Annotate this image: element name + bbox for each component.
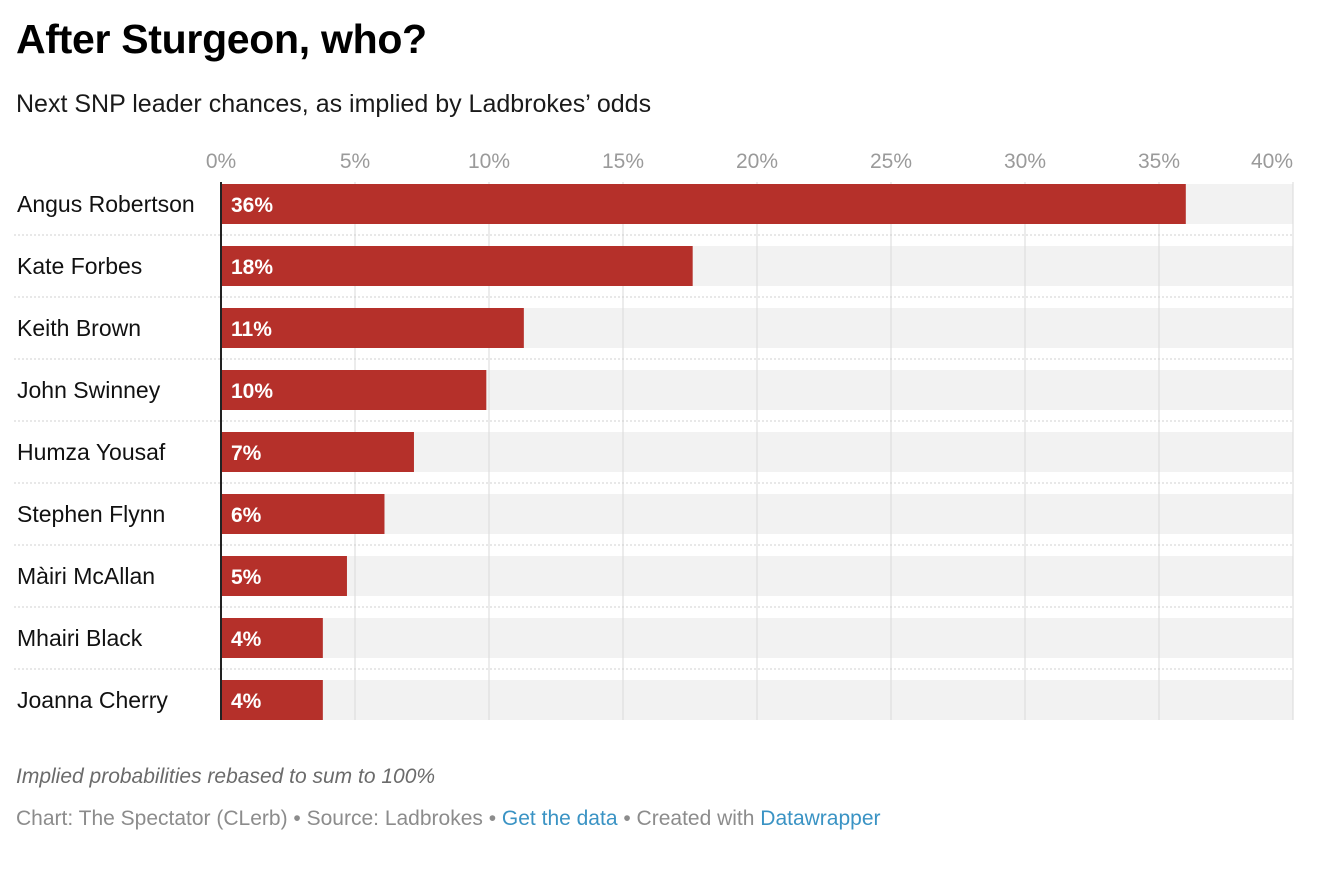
- x-tick-label: 5%: [340, 150, 370, 173]
- bar: [221, 308, 524, 348]
- bar-chart: 0% 5% 10% 15% 20% 25% 30% 35% 40% Angus Robertso…: [14, 150, 1294, 720]
- chart-title: After Sturgeon, who?: [16, 16, 427, 62]
- footer-separator: •: [482, 807, 502, 830]
- x-tick-label: 25%: [870, 150, 912, 173]
- x-tick-label: 10%: [468, 150, 510, 173]
- category-label: Kate Forbes: [17, 253, 142, 279]
- bar: [221, 370, 487, 410]
- value-label: 10%: [231, 380, 273, 403]
- value-label: 4%: [231, 628, 262, 651]
- category-label: Mhairi Black: [17, 625, 143, 651]
- chart-footer: Chart: The Spectator (CLerb) • Source: L…: [16, 807, 881, 831]
- category-label: Màiri McAllan: [17, 563, 155, 589]
- value-labels: 36% 18% 11% 10% 7% 6% 5% 4% 4%: [231, 194, 273, 713]
- bar: [221, 246, 693, 286]
- bar: [221, 494, 385, 534]
- category-label: Stephen Flynn: [17, 501, 165, 527]
- category-label: John Swinney: [17, 377, 161, 403]
- x-tick-label: 0%: [206, 150, 236, 173]
- bar: [221, 680, 323, 720]
- bar: [221, 432, 414, 472]
- bar: [221, 618, 323, 658]
- category-label: Keith Brown: [17, 315, 141, 341]
- chart-subtitle: Next SNP leader chances, as implied by L…: [16, 90, 652, 118]
- x-tick-label: 30%: [1004, 150, 1046, 173]
- x-tick-labels: 0% 5% 10% 15% 20% 25% 30% 35% 40%: [206, 150, 1293, 173]
- value-label: 11%: [231, 318, 272, 341]
- value-label: 4%: [231, 690, 262, 713]
- bar: [221, 556, 347, 596]
- x-tick-label: 20%: [736, 150, 778, 173]
- category-label: Humza Yousaf: [17, 439, 166, 465]
- x-tick-label: 35%: [1138, 150, 1180, 173]
- row-separators: [14, 182, 1294, 720]
- get-the-data-link[interactable]: Get the data: [501, 807, 618, 830]
- value-label: 6%: [231, 504, 262, 527]
- chart-credit: Chart: The Spectator (CLerb): [16, 807, 288, 830]
- row-labels: Angus Robertson Kate Forbes Keith Brown Joh…: [17, 191, 195, 713]
- category-label: Angus Robertson: [17, 191, 195, 217]
- footer-separator: •: [287, 807, 307, 830]
- footer-separator: •: [617, 807, 637, 830]
- value-label: 5%: [231, 566, 262, 589]
- value-label: 36%: [231, 194, 273, 217]
- value-label: 18%: [231, 256, 273, 279]
- datawrapper-link[interactable]: Datawrapper: [760, 807, 881, 830]
- x-tick-label: 15%: [602, 150, 644, 173]
- chart-note: Implied probabilities rebased to sum to …: [16, 765, 436, 788]
- created-with-text: Created with: [636, 807, 761, 830]
- value-label: 7%: [231, 442, 262, 465]
- bar: [221, 184, 1186, 224]
- category-label: Joanna Cherry: [17, 687, 168, 713]
- bars: [221, 184, 1186, 720]
- x-tick-label: 40%: [1251, 150, 1293, 173]
- source-credit: Source: Ladbrokes: [306, 807, 483, 830]
